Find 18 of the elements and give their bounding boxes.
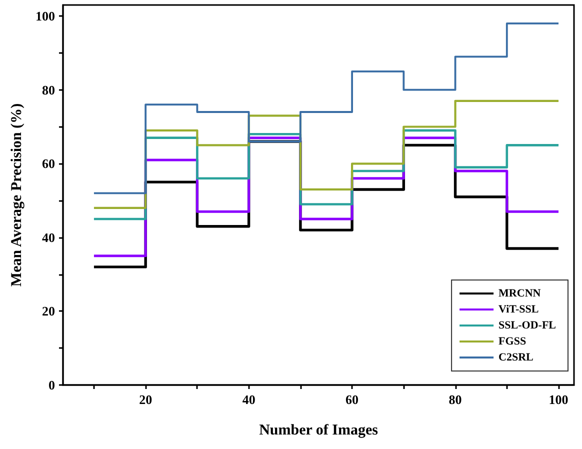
x-tick-label: 20: [139, 392, 152, 407]
legend-label: C2SRL: [498, 352, 534, 364]
legend-label: SSL-OD-FL: [498, 320, 556, 332]
y-tick-label: 100: [36, 8, 55, 24]
x-tick-label: 40: [242, 392, 256, 407]
y-tick-label: 60: [42, 156, 55, 172]
legend-label: MRCNN: [498, 288, 541, 300]
y-axis-title: Mean Average Precision (%): [9, 103, 26, 287]
x-tick-label: 60: [346, 392, 359, 407]
x-tick-label: 100: [548, 392, 568, 407]
legend-label: ViT-SSL: [498, 304, 539, 316]
legend-label: FGSS: [498, 336, 526, 348]
y-tick-label: 80: [42, 82, 55, 98]
y-tick-label: 0: [48, 378, 55, 392]
x-axis-title: Number of Images: [259, 422, 378, 438]
y-tick-label: 20: [42, 304, 55, 319]
y-tick-label: 40: [42, 230, 55, 245]
x-tick-label: 80: [448, 392, 462, 407]
